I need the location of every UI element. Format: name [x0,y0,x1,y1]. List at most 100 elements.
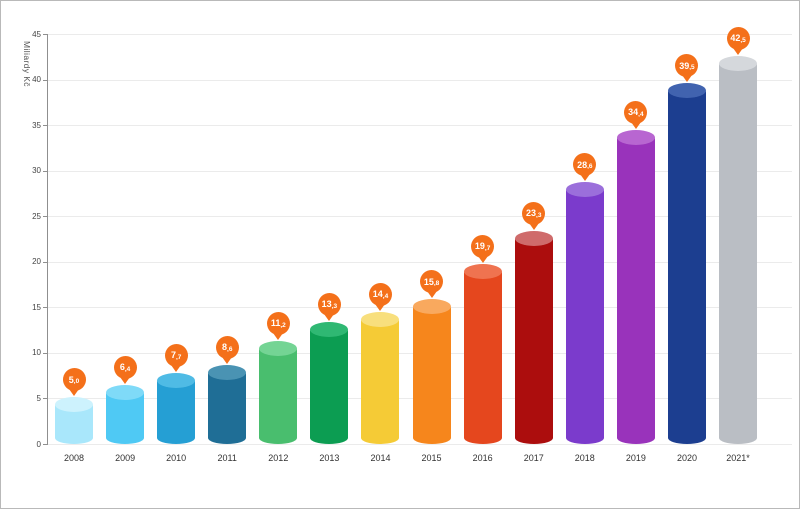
value-label-integer: 14 [372,289,383,300]
grid-line [48,170,792,172]
value-label-integer: 39 [679,60,690,71]
value-balloon: 23,3 [521,201,547,230]
value-label-decimal: ,5 [689,64,695,72]
x-axis-label: 2017 [523,453,544,463]
grid-line [48,216,792,218]
grid-line [48,261,792,263]
value-balloon-bubble: 34,4 [624,100,648,124]
grid-line [48,34,792,35]
value-label-integer: 5 [68,374,74,385]
y-axis-tick [43,444,47,445]
bar-top-ellipse [514,230,553,246]
x-axis-label: 2020 [676,453,697,463]
grid-line [48,444,792,445]
value-label-integer: 8 [222,342,228,353]
value-label-decimal: ,3 [331,302,338,310]
y-axis-tick [43,125,47,127]
value-balloon: 39,5 [674,54,700,83]
grid-line [48,125,792,127]
value-label-decimal: ,6 [587,163,593,171]
y-axis-tick [43,261,47,263]
value-balloon-tail [69,389,79,397]
value-balloon-tail [171,364,182,372]
value-balloon: 28,6 [572,153,598,182]
y-tick-label: 35 [32,120,41,130]
bar-top-ellipse [157,372,196,388]
y-axis-tick [43,307,47,309]
value-balloon-tail [273,332,284,340]
value-label-decimal: ,4 [124,365,131,373]
value-label-decimal: ,8 [433,280,440,288]
value-balloon: 11,2 [265,311,291,340]
bar-top-ellipse [310,321,349,337]
y-tick-label: 25 [32,211,41,221]
value-label-integer: 19 [474,241,485,251]
value-label-integer: 23 [526,208,537,219]
value-label-decimal: ,3 [536,211,542,219]
bar-2014 [361,311,400,444]
x-axis-label: 2018 [574,453,595,463]
value-balloon-bubble: 8,6 [215,335,239,359]
value-label-decimal: ,4 [382,292,389,300]
value-balloon-tail [477,255,488,263]
x-axis-label: 2009 [115,453,136,463]
value-label-decimal: ,7 [484,244,491,252]
value-balloon-bubble: 42,5 [726,26,750,50]
bar-2010 [157,372,196,444]
value-balloon: 19,7 [470,234,496,263]
value-label-integer: 13 [321,299,332,310]
value-balloon-tail [630,121,641,129]
value-label-integer: 28 [577,159,588,170]
bar-2012 [259,340,298,444]
value-balloon-bubble: 13,3 [317,292,341,316]
y-tick-label: 40 [32,75,41,85]
bar-top-ellipse [208,364,247,380]
bar-2021 [719,55,758,444]
y-axis-tick [43,34,47,35]
y-axis-line [47,34,48,445]
bar-top-ellipse [667,83,706,99]
bar-2009 [106,384,145,444]
value-balloon-bubble: 39,5 [675,54,699,78]
x-axis-label: 2019 [625,453,646,463]
value-balloon: 8,6 [214,335,240,364]
y-axis-tick [43,398,47,400]
y-tick-label: 0 [36,439,41,449]
bar-top-ellipse [719,55,758,71]
value-label-integer: 15 [423,276,434,287]
value-balloon-bubble: 5,0 [62,368,86,392]
value-label-decimal: ,4 [638,110,644,118]
bar-2017 [514,230,553,444]
value-balloon: 42,5 [725,26,751,55]
value-balloon-bubble: 28,6 [573,153,597,177]
y-tick-label: 10 [32,348,41,358]
y-axis-tick [43,170,47,172]
value-balloon: 6,4 [112,355,138,384]
x-axis-label: 2015 [421,453,442,463]
x-axis-label: 2010 [166,453,187,463]
bar-2016 [463,263,502,444]
x-axis-label: 2011 [217,453,237,463]
value-balloon-tail [528,222,539,230]
bar-2018 [565,182,604,444]
bar-top-ellipse [616,129,655,145]
value-balloon: 14,4 [367,282,393,311]
value-balloon-bubble: 7,7 [164,343,188,367]
x-axis-label: 2014 [370,453,391,463]
y-tick-label: 5 [36,393,41,403]
y-axis-tick [43,79,47,81]
bar-top-ellipse [106,384,145,400]
value-label-integer: 6 [119,362,125,373]
value-label-decimal: ,0 [73,378,80,386]
value-label-integer: 34 [628,107,639,118]
value-balloon: 15,8 [419,270,445,299]
y-axis-title: Miliardy Kč [22,41,32,87]
x-axis-label: 2016 [472,453,493,463]
bar-top-ellipse [463,263,502,279]
value-label-decimal: ,6 [227,345,233,353]
bar-top-ellipse [565,182,604,198]
value-label-decimal: ,7 [175,353,182,361]
bar-2020 [667,83,706,444]
bar-2011 [208,364,247,444]
